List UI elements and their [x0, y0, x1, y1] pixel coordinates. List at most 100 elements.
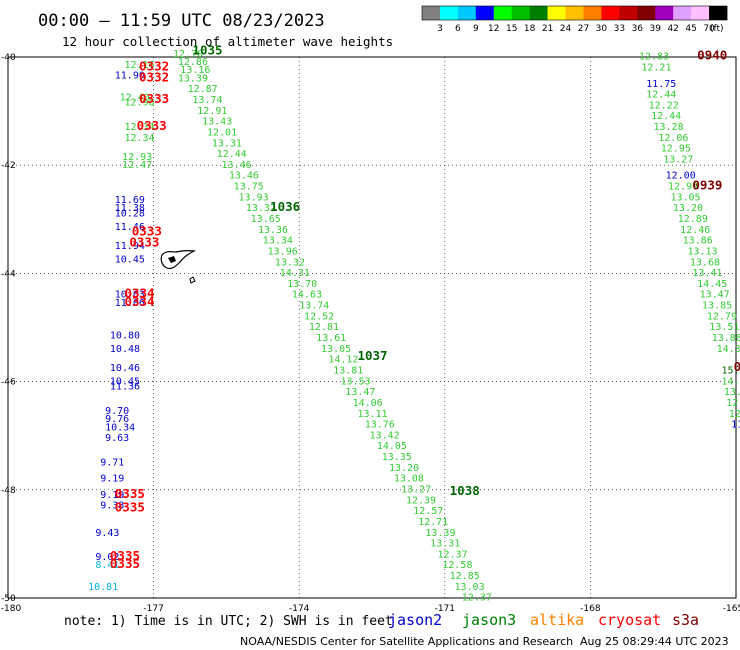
footer-credit: NOAA/NESDIS Center for Satellite Applica… — [240, 635, 573, 648]
grid-lines — [8, 57, 736, 598]
y-tick-label: -50 — [1, 594, 16, 604]
footer-timestamp: Aug 25 08:29:44 UTC 2023 — [580, 635, 729, 648]
swh-value-label: 14.32 — [717, 344, 740, 355]
colorbar-label: 45 — [685, 24, 696, 34]
swh-value-label: 13.42 — [370, 430, 400, 441]
time-label: 0335 — [115, 499, 145, 514]
colorbar-swatch — [691, 6, 710, 20]
swh-value-label: 15.10 — [721, 365, 740, 376]
colorbar-swatch — [655, 6, 674, 20]
swh-value-label: 13.56 — [724, 387, 740, 398]
swh-value-label: 13.41 — [692, 268, 722, 279]
colorbar-label: 39 — [650, 24, 662, 34]
swh-value-label: 12.44 — [651, 111, 681, 122]
x-tick-label: -165 — [723, 604, 740, 614]
island-outline — [160, 249, 197, 284]
swh-value-label: 9.19 — [100, 490, 124, 501]
swh-value-label: 12.85 — [450, 571, 480, 582]
swh-value-label: 12.83 — [639, 52, 669, 63]
swh-value-label: 12.47 — [122, 160, 152, 171]
time-labels: 0332033203330333033303330334033403350335… — [110, 42, 740, 571]
colorbar-swatch — [422, 6, 441, 20]
swh-value-label: 10.03 — [115, 290, 145, 301]
swh-value-label: 12.86 — [178, 57, 208, 68]
swh-value-label: 13.53 — [340, 376, 370, 387]
satellite-legend-entry: cryosat — [598, 611, 661, 629]
swh-value-label: 13.88 — [712, 333, 740, 344]
satellite-legend-entry: s3a — [672, 611, 699, 629]
y-tick-label: -48 — [1, 486, 16, 496]
swh-value-label: 12.44 — [217, 149, 247, 160]
swh-value-label: 13.03 — [455, 582, 485, 593]
colorbar-swatch — [529, 6, 548, 20]
colorbar-label: 33 — [614, 24, 625, 34]
swh-value-label: 10.80 — [110, 330, 140, 341]
swh-value-label: 13.68 — [690, 257, 720, 268]
colorbar-label: 36 — [632, 24, 644, 34]
colorbar-label: 21 — [542, 24, 553, 34]
y-tick-label: -46 — [1, 378, 16, 388]
time-label: 0333 — [132, 224, 162, 239]
time-label: 0334 — [124, 286, 154, 301]
time-label: 0333 — [129, 234, 159, 249]
time-label: 1035 — [192, 42, 222, 57]
swh-value-label: 11 — [731, 420, 740, 431]
swh-value-label: 13.81 — [333, 365, 363, 376]
time-label: 0332 — [139, 59, 169, 74]
swh-value-label: 12.90 — [726, 398, 740, 409]
swh-value-label: 12.37 — [438, 549, 468, 560]
swh-value-label: 12.44 — [646, 90, 676, 101]
colorbar-swatch — [673, 6, 692, 20]
plot-frame — [7, 56, 737, 599]
swh-value-label: 10.34 — [105, 422, 135, 433]
swh-value-label: 9.76 — [105, 414, 129, 425]
swh-value-label: 10.48 — [110, 344, 140, 355]
swh-value-label: 13.32 — [246, 203, 276, 214]
swh-value-label: 13.85 — [702, 301, 732, 312]
swh-value-label: 13.61 — [316, 333, 346, 344]
time-label: 0333 — [137, 118, 167, 133]
satellite-legend-entry: altika — [530, 611, 584, 629]
colorbar-swatch — [493, 6, 513, 20]
time-label: 0332 — [139, 69, 169, 84]
colorbar-label: 12 — [488, 24, 499, 34]
footer-note: note: 1) Time is in UTC; 2) SWH is in fe… — [64, 614, 393, 629]
swh-value-label: 13.11 — [357, 409, 387, 420]
x-tick-label: -171 — [435, 604, 455, 614]
swh-value-label: 12.22 — [649, 100, 679, 111]
time-label: 0940 — [697, 48, 727, 63]
time-label: 0 — [734, 359, 740, 374]
swh-value-label: 12.46 — [680, 225, 710, 236]
swh-value-label: 13.47 — [700, 290, 730, 301]
colorbar-label: 30 — [596, 24, 608, 34]
swh-value-label: 12.16 — [124, 60, 154, 71]
swh-value-label: 13.74 — [299, 301, 329, 312]
swh-value-label: 11.06 — [115, 298, 145, 309]
swh-value-label: 12.93 — [122, 152, 152, 163]
time-label: 0334 — [124, 294, 154, 309]
time-label: 1038 — [450, 483, 480, 498]
swh-value-label: 11.69 — [115, 195, 145, 206]
swh-value-label: 9.02 — [95, 552, 119, 563]
swh-value-label: 12.37 — [462, 593, 492, 604]
swh-value-label: 12.58 — [442, 560, 472, 571]
swh-value-label: 13.46 — [229, 171, 259, 182]
x-tick-label: -180 — [1, 604, 22, 614]
swh-value-label: 13.39 — [425, 528, 455, 539]
satellite-legend-entry: jason3 — [462, 611, 516, 629]
swh-value-label: 13.47 — [345, 387, 375, 398]
swh-value-label: 11.94 — [115, 241, 145, 252]
x-tick-label: -174 — [289, 604, 310, 614]
swh-value-label: 12.57 — [413, 506, 443, 517]
swh-value-label: 13.70 — [287, 279, 317, 290]
colorbar-label: 42 — [667, 24, 678, 34]
swh-value-label: 9.19 — [100, 474, 124, 485]
swh-value-label: 13.28 — [653, 122, 683, 133]
swh-value-label: 12.71 — [418, 517, 448, 528]
swh-value-label: 13.20 — [389, 463, 419, 474]
colorbar-label: 70 — [703, 24, 715, 34]
swh-value-label: 13.43 — [202, 117, 232, 128]
swh-value-label: 13.32 — [275, 257, 305, 268]
